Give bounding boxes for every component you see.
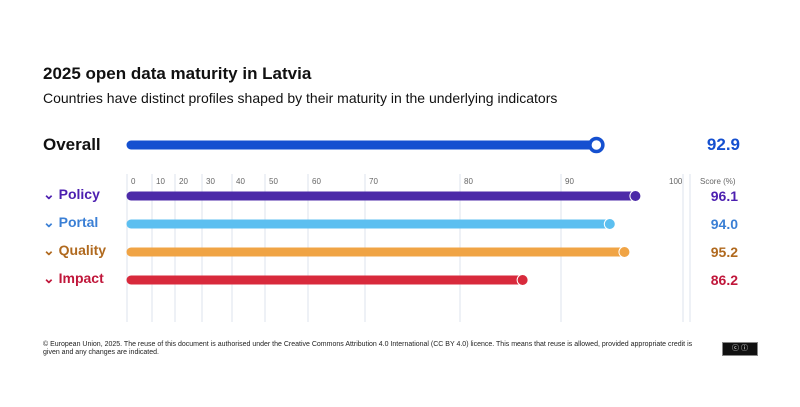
row-label-impact[interactable]: ⌄ Impact <box>43 270 104 287</box>
overall-value: 92.9 <box>706 135 740 154</box>
copyright-footer: © European Union, 2025. The reuse of thi… <box>43 341 693 356</box>
x-tick-label: 50 <box>269 177 278 186</box>
value-label: 96.1 <box>710 188 738 204</box>
category-label: Policy <box>58 186 100 202</box>
x-tick-label: 10 <box>156 177 165 186</box>
row-label-policy[interactable]: ⌄ Policy <box>43 186 100 203</box>
category-label: Quality <box>58 242 107 258</box>
x-tick-label: 30 <box>206 177 215 186</box>
chart-subtitle: Countries have distinct profiles shaped … <box>43 90 558 106</box>
x-tick-label: 0 <box>131 177 136 186</box>
x-tick-label: 60 <box>312 177 321 186</box>
chevron-down-icon: ⌄ <box>43 214 55 230</box>
bar-end-marker <box>603 218 616 230</box>
chevron-down-icon: ⌄ <box>43 186 55 202</box>
chevron-down-icon: ⌄ <box>43 270 55 286</box>
overall-marker <box>588 136 605 154</box>
x-tick-label: 70 <box>369 177 378 186</box>
x-tick-label: 20 <box>179 177 188 186</box>
x-tick-label: 100 <box>669 177 683 186</box>
value-label: 94.0 <box>710 216 738 232</box>
bar-end-marker <box>618 246 631 258</box>
bar-end-marker <box>516 274 529 286</box>
cc-by-license-badge: ⓒ ⓘ <box>722 342 758 356</box>
value-label: 86.2 <box>710 272 738 288</box>
x-tick-label: 80 <box>464 177 473 186</box>
bar-end-marker <box>629 190 642 202</box>
chevron-down-icon: ⌄ <box>43 242 55 258</box>
category-label: Portal <box>58 214 99 230</box>
row-label-portal[interactable]: ⌄ Portal <box>43 214 98 231</box>
chart-title: 2025 open data maturity in Latvia <box>43 64 312 83</box>
category-label: Impact <box>58 270 104 286</box>
x-tick-label: 40 <box>236 177 245 186</box>
row-label-quality[interactable]: ⌄ Quality <box>43 242 106 259</box>
value-label: 95.2 <box>710 244 738 260</box>
score-header: Score (%) <box>700 177 736 186</box>
overall-label: Overall <box>43 135 101 154</box>
x-tick-label: 90 <box>565 177 574 186</box>
